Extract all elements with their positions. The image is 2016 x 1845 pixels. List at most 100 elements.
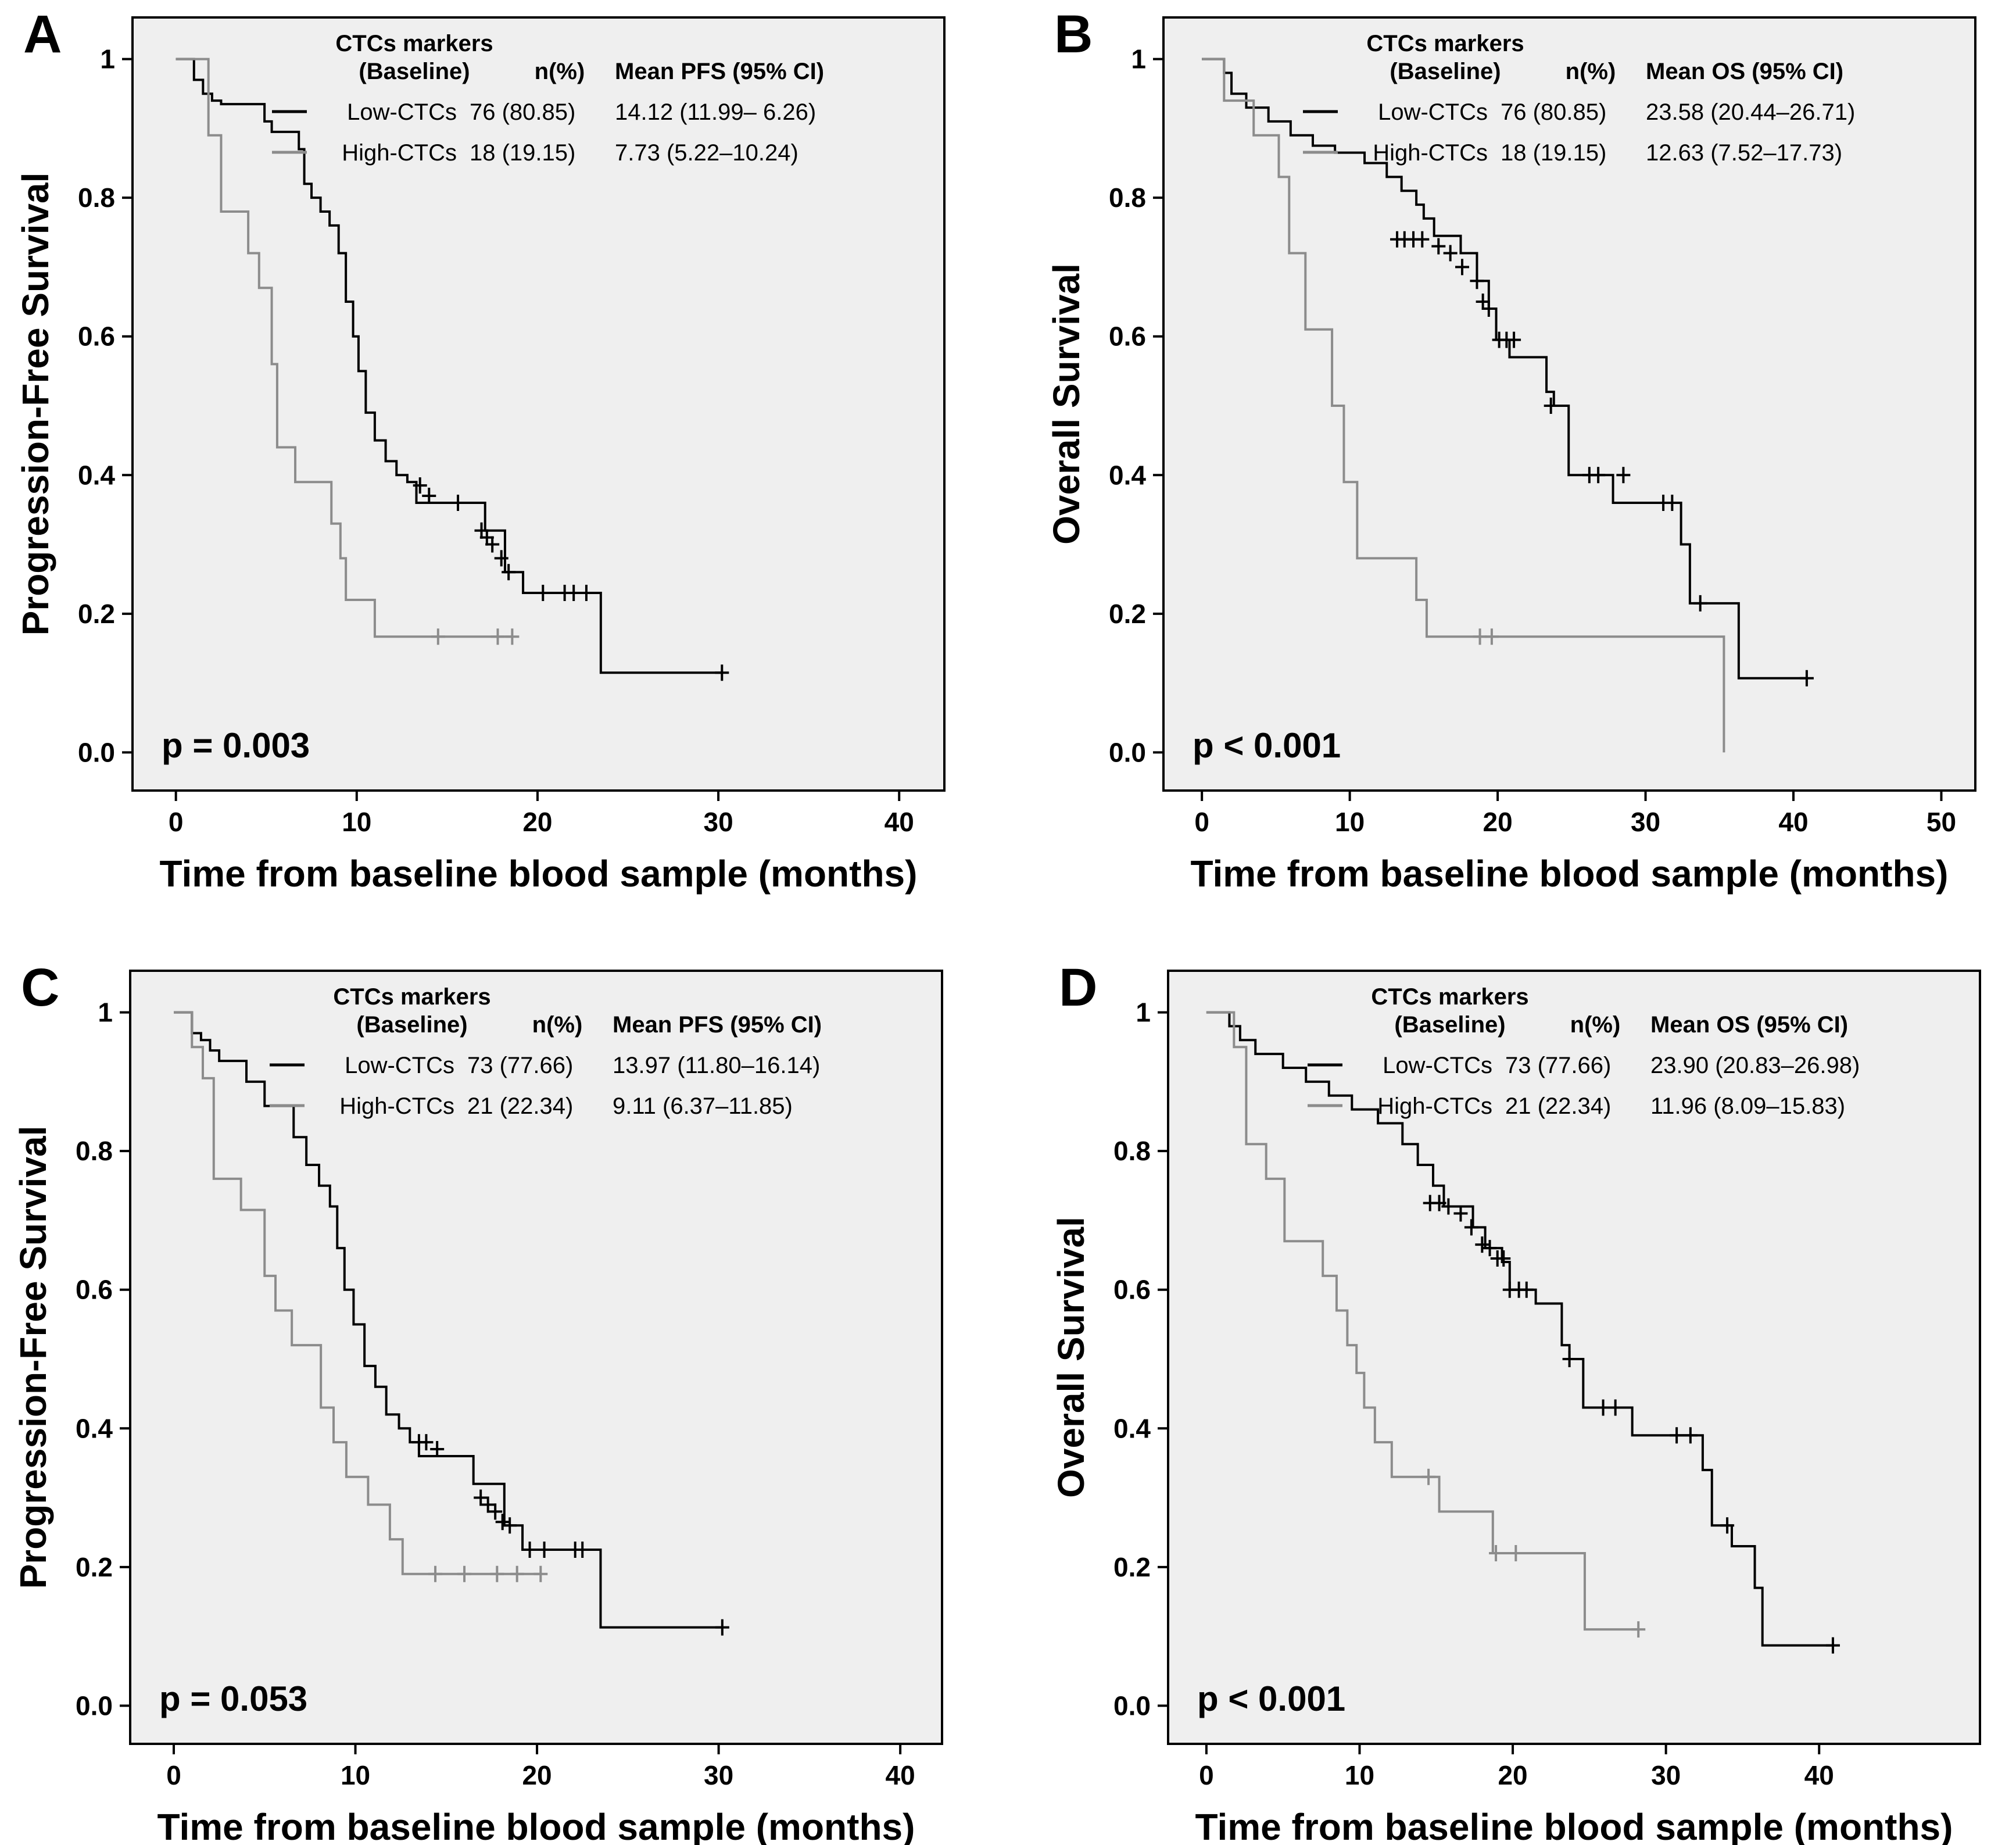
censor-mark	[505, 628, 520, 645]
censor-mark	[1489, 1544, 1503, 1561]
censor-mark	[1483, 1240, 1497, 1257]
series-line-low-ctcs	[176, 58, 722, 674]
plot-area	[1162, 16, 1976, 792]
censor-mark	[1496, 1250, 1511, 1267]
legend-header-marker: CTCs markers	[1371, 984, 1528, 1010]
series-line-low-ctcs	[174, 1011, 722, 1629]
x-tick-label: 40	[885, 807, 914, 837]
censor-mark	[1825, 1637, 1840, 1654]
censor-mark	[567, 585, 581, 602]
x-tick-label: 40	[1804, 1760, 1834, 1790]
y-tick-label: 0.2	[78, 599, 115, 629]
legend-mean: 11.96 (8.09–15.83)	[1650, 1093, 1845, 1119]
legend: CTCs markers (Baseline) n(%) Mean PFS (95% …	[272, 31, 824, 166]
censor-mark	[1470, 273, 1484, 289]
x-tick-label: 40	[886, 1760, 915, 1790]
plot-area	[131, 16, 946, 792]
legend: CTCs markers(Baseline) n(%) Mean OS (95% C…	[1308, 984, 1860, 1119]
censor-mark	[481, 1496, 495, 1513]
y-tick-label: 1	[100, 44, 115, 74]
legend-mean: 14.12 (11.99– 6.26)	[615, 99, 816, 125]
x-axis-label: Time from baseline blood sample (months)	[157, 1806, 915, 1845]
legend-header-marker: CTCs markers	[333, 984, 490, 1010]
x-tick-label: 0	[169, 807, 184, 837]
censor-mark	[451, 494, 465, 511]
censor-mark	[419, 1434, 434, 1451]
y-tick-label: 1	[98, 997, 113, 1028]
censor-mark	[1544, 397, 1558, 414]
y-tick-label: 0.0	[1113, 1690, 1151, 1721]
censor-mark	[715, 664, 729, 681]
y-tick-label: 0.4	[1113, 1413, 1151, 1443]
legend-label: High-CTCs	[339, 1093, 454, 1119]
censor-mark	[1631, 1621, 1646, 1638]
plot-area	[129, 970, 943, 1745]
legend-header-baseline: (Baseline)	[356, 1012, 467, 1038]
legend: CTCs markers(Baseline) n(%) Mean OS (95% C…	[1303, 31, 1855, 166]
legend-header-mean: Mean PFS (95% CI)	[613, 1012, 822, 1038]
x-axis-label: Time from baseline blood sample (months)	[1195, 1806, 1953, 1845]
censor-mark	[1484, 628, 1499, 645]
x-tick-label: 30	[1631, 807, 1660, 837]
censor-mark	[533, 1565, 548, 1582]
legend-mean: 7.73 (5.22–10.24)	[615, 140, 798, 166]
y-tick-label: 0.0	[1109, 737, 1146, 767]
censor-mark	[1455, 259, 1470, 276]
legend-header-baseline: (Baseline)	[1394, 1012, 1505, 1038]
legend-n: 73 (77.66)	[467, 1053, 573, 1078]
legend-n: 18 (19.15)	[1501, 140, 1606, 166]
censor-mark	[1720, 1517, 1735, 1534]
censor-mark	[1464, 1219, 1478, 1236]
censor-mark	[494, 550, 509, 567]
censor-mark	[1608, 1399, 1623, 1416]
censor-mark	[431, 628, 445, 645]
censor-mark	[1519, 1281, 1534, 1298]
y-tick-label: 1	[1131, 44, 1146, 74]
p-value: p < 0.001	[1197, 1679, 1345, 1718]
series-line-low-ctcs	[1206, 1011, 1833, 1647]
censor-mark	[1509, 1544, 1523, 1561]
y-tick-label: 0.4	[1109, 460, 1146, 490]
panel-label: C	[21, 958, 59, 1017]
y-tick-label: 0.6	[1109, 321, 1146, 352]
censor-mark	[1431, 238, 1446, 255]
legend-header-baseline: (Baseline)	[1390, 59, 1501, 84]
legend-mean: 23.90 (20.83–26.98)	[1650, 1053, 1860, 1078]
censor-mark	[1481, 300, 1496, 317]
censor-mark	[490, 628, 505, 645]
censor-mark	[522, 1542, 537, 1558]
censor-mark	[474, 1489, 488, 1506]
censor-mark	[537, 1542, 552, 1558]
censor-mark	[1473, 628, 1487, 645]
x-tick-label: 20	[1483, 807, 1512, 837]
legend-n: 21 (22.34)	[1505, 1093, 1611, 1119]
y-tick-label: 1	[1136, 997, 1151, 1028]
x-axis-label: Time from baseline blood sample (months)	[1191, 853, 1949, 895]
censor-mark	[413, 477, 427, 494]
legend-mean: 9.11 (6.37–11.85)	[613, 1093, 793, 1119]
legend-header-marker: CTCs markers	[335, 31, 493, 56]
censor-mark	[715, 1619, 729, 1636]
series-line-high-ctcs	[176, 58, 513, 638]
x-tick-label: 20	[522, 1760, 552, 1790]
x-tick-label: 20	[1498, 1760, 1527, 1790]
censor-mark	[503, 1517, 517, 1534]
y-axis-label: Progression-Free Survival	[15, 173, 56, 636]
censor-mark	[1475, 1236, 1489, 1253]
censor-mark	[1415, 231, 1430, 248]
panel-label: D	[1059, 958, 1097, 1017]
censor-mark	[1799, 670, 1814, 686]
series-line-high-ctcs	[1202, 58, 1725, 753]
y-tick-label: 0.8	[1109, 183, 1146, 213]
y-tick-label: 0.4	[76, 1413, 113, 1443]
censor-mark	[1453, 1205, 1468, 1222]
legend-label: High-CTCs	[1377, 1093, 1492, 1119]
censor-mark	[1421, 1468, 1436, 1485]
y-tick-label: 0.6	[76, 1275, 113, 1305]
x-tick-label: 20	[522, 807, 552, 837]
plot-area	[1167, 970, 1981, 1745]
